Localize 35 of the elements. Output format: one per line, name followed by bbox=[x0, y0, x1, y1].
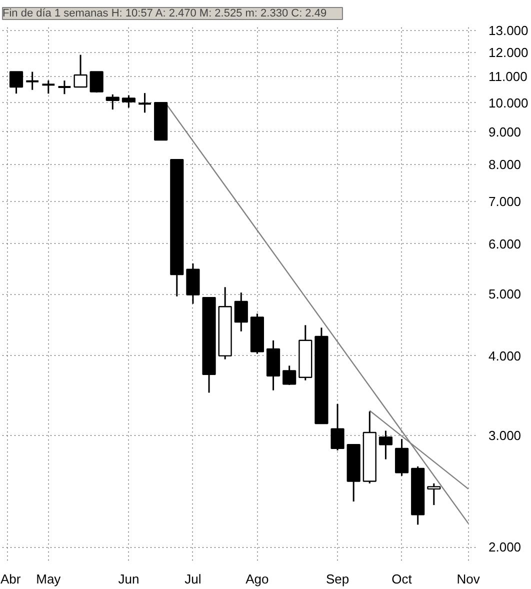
y-tick-label: 7.000 bbox=[488, 194, 522, 209]
y-tick-label: 3.000 bbox=[488, 428, 522, 443]
candlestick bbox=[74, 54, 88, 88]
candlestick bbox=[378, 430, 393, 460]
x-tick-label: May bbox=[36, 572, 62, 586]
candlestick bbox=[330, 403, 344, 452]
candlestick bbox=[25, 71, 40, 91]
y-tick-label: 9.000 bbox=[488, 124, 522, 140]
candlestick bbox=[90, 71, 104, 94]
x-tick-label: Jun bbox=[118, 572, 140, 586]
candlestick bbox=[138, 92, 152, 114]
candlestick bbox=[9, 71, 24, 94]
y-tick-label: 6.000 bbox=[488, 236, 522, 252]
x-tick-label: Jul bbox=[184, 572, 202, 586]
candlestick bbox=[427, 482, 441, 506]
x-tick-label: Nov bbox=[456, 572, 480, 586]
y-tick-label: 12.000 bbox=[488, 44, 528, 60]
x-tick-label: Ago bbox=[246, 572, 269, 586]
x-tick-label: Abr bbox=[0, 572, 22, 586]
candlestick bbox=[57, 80, 72, 95]
y-tick-label: 5.000 bbox=[488, 286, 522, 302]
y-tick-label: 8.000 bbox=[488, 156, 522, 172]
x-tick-label: Oct bbox=[392, 572, 412, 586]
candlestick bbox=[106, 94, 120, 110]
y-tick-label: 10.000 bbox=[488, 95, 528, 110]
y-tick-label: 13.000 bbox=[488, 22, 528, 38]
chart-title: Fin de día 1 semanas H: 10:57 A: 2.470 M: 2.525 m: 2.330 C: 2.49 bbox=[2, 8, 327, 20]
candlestick bbox=[282, 364, 296, 386]
candlestick bbox=[122, 94, 136, 108]
candlestick bbox=[41, 80, 56, 94]
y-tick-label: 11.000 bbox=[488, 69, 528, 84]
y-tick-label: 4.000 bbox=[488, 348, 522, 364]
y-tick-label: 2.000 bbox=[488, 540, 522, 555]
x-tick-label: Sep bbox=[326, 572, 350, 586]
candlestick bbox=[234, 292, 248, 332]
